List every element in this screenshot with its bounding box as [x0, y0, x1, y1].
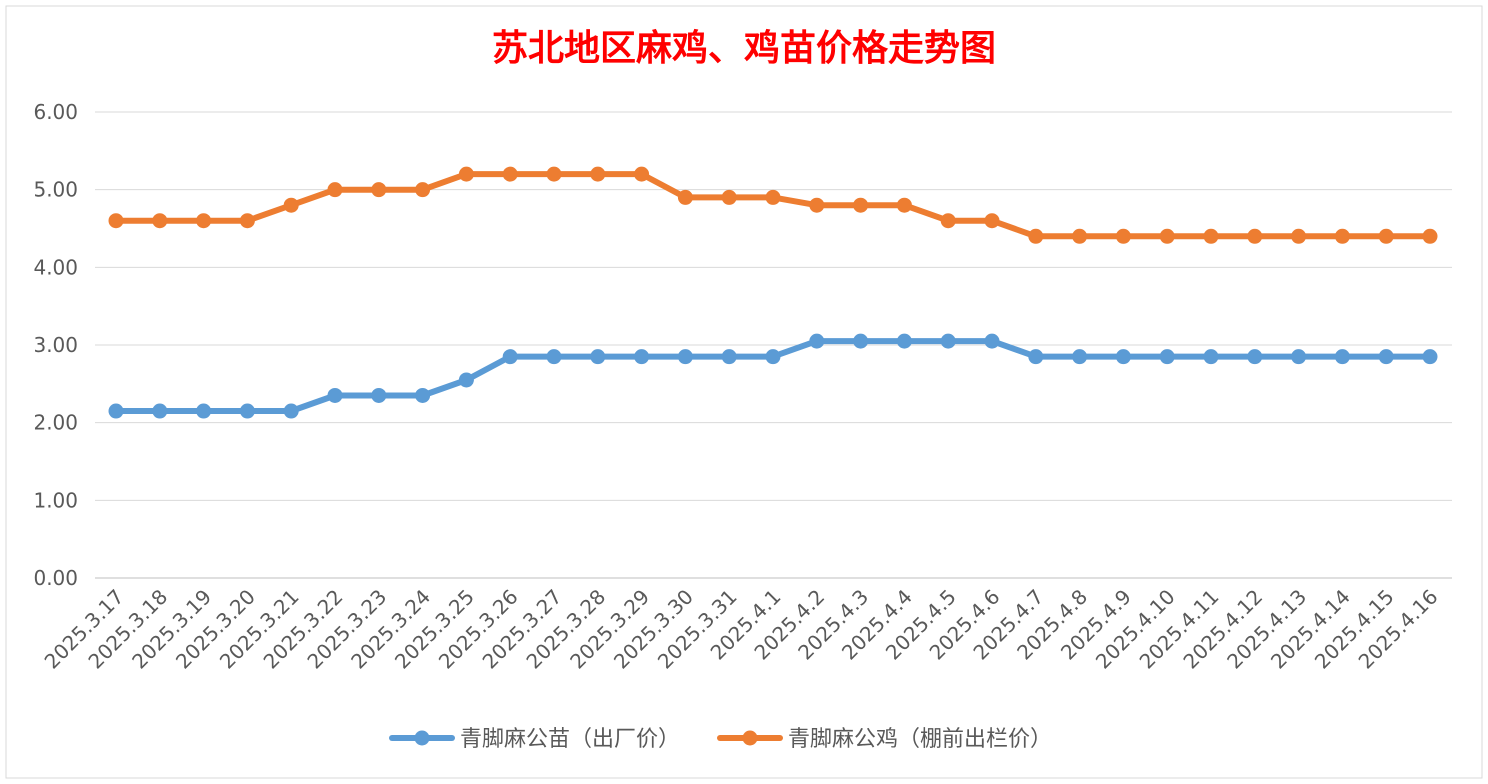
data-point [546, 349, 562, 365]
data-point [1291, 228, 1307, 244]
data-point [590, 166, 606, 182]
data-point [152, 213, 168, 229]
data-point [196, 403, 212, 419]
y-tick-label: 4.00 [33, 255, 78, 279]
data-point [1159, 228, 1175, 244]
data-point [327, 182, 343, 198]
data-point [677, 189, 693, 205]
data-point [984, 333, 1000, 349]
data-point [1247, 349, 1263, 365]
data-point [809, 197, 825, 213]
chart-border [5, 5, 1483, 779]
data-point [1422, 349, 1438, 365]
data-point [984, 213, 1000, 229]
data-point [327, 387, 343, 403]
data-point [1072, 228, 1088, 244]
legend-item-2: 青脚麻公鸡（棚前出栏价） [717, 727, 1052, 752]
legend-swatch-marker [414, 730, 430, 746]
data-point [458, 372, 474, 388]
data-point [1422, 228, 1438, 244]
y-tick-label: 6.00 [33, 100, 78, 124]
series-lines [108, 166, 1438, 419]
legend-item-1: 青脚麻公苗（出厂价） [389, 727, 680, 752]
data-point [896, 197, 912, 213]
data-point [371, 182, 387, 198]
data-point [1334, 349, 1350, 365]
data-point [1115, 228, 1131, 244]
y-tick-label: 1.00 [33, 488, 78, 512]
data-point [1378, 228, 1394, 244]
legend-label: 青脚麻公苗（出厂价） [460, 727, 680, 752]
data-point [765, 349, 781, 365]
series-1 [108, 333, 1438, 419]
data-point [371, 387, 387, 403]
data-point [1247, 228, 1263, 244]
x-axis-tick-labels: 2025.3.172025.3.182025.3.192025.3.202025… [40, 585, 1443, 674]
data-point [108, 213, 124, 229]
data-point [1203, 228, 1219, 244]
data-point [1028, 349, 1044, 365]
series-2 [108, 166, 1438, 244]
data-point [283, 197, 299, 213]
data-point [677, 349, 693, 365]
legend-label: 青脚麻公鸡（棚前出栏价） [788, 727, 1052, 752]
data-point [415, 182, 431, 198]
data-point [634, 166, 650, 182]
data-point [590, 349, 606, 365]
y-tick-label: 5.00 [33, 178, 78, 202]
data-point [1159, 349, 1175, 365]
data-point [415, 387, 431, 403]
data-point [239, 213, 255, 229]
y-tick-label: 2.00 [33, 411, 78, 435]
data-point [1378, 349, 1394, 365]
data-point [283, 403, 299, 419]
data-point [634, 349, 650, 365]
data-point [196, 213, 212, 229]
data-point [108, 403, 124, 419]
chart-title: 苏北地区麻鸡、鸡苗价格走势图 [492, 27, 996, 69]
data-point [940, 333, 956, 349]
y-tick-label: 0.00 [33, 566, 78, 590]
data-point [1072, 349, 1088, 365]
data-point [1115, 349, 1131, 365]
data-point [1334, 228, 1350, 244]
data-point [502, 166, 518, 182]
data-point [940, 213, 956, 229]
legend-swatch-marker [742, 730, 758, 746]
data-point [458, 166, 474, 182]
data-point [765, 189, 781, 205]
data-point [152, 403, 168, 419]
data-point [1291, 349, 1307, 365]
data-point [1028, 228, 1044, 244]
data-point [853, 197, 869, 213]
y-tick-label: 3.00 [33, 333, 78, 357]
legend: 青脚麻公苗（出厂价） 青脚麻公鸡（棚前出栏价） [389, 727, 1052, 752]
data-point [809, 333, 825, 349]
data-point [239, 403, 255, 419]
y-axis-tick-labels: 0.00 1.00 2.00 3.00 4.00 5.00 6.00 [33, 100, 78, 590]
data-point [502, 349, 518, 365]
data-point [1203, 349, 1219, 365]
data-point [853, 333, 869, 349]
data-point [721, 349, 737, 365]
data-point [546, 166, 562, 182]
gridlines [95, 111, 1452, 579]
data-point [896, 333, 912, 349]
data-point [721, 189, 737, 205]
